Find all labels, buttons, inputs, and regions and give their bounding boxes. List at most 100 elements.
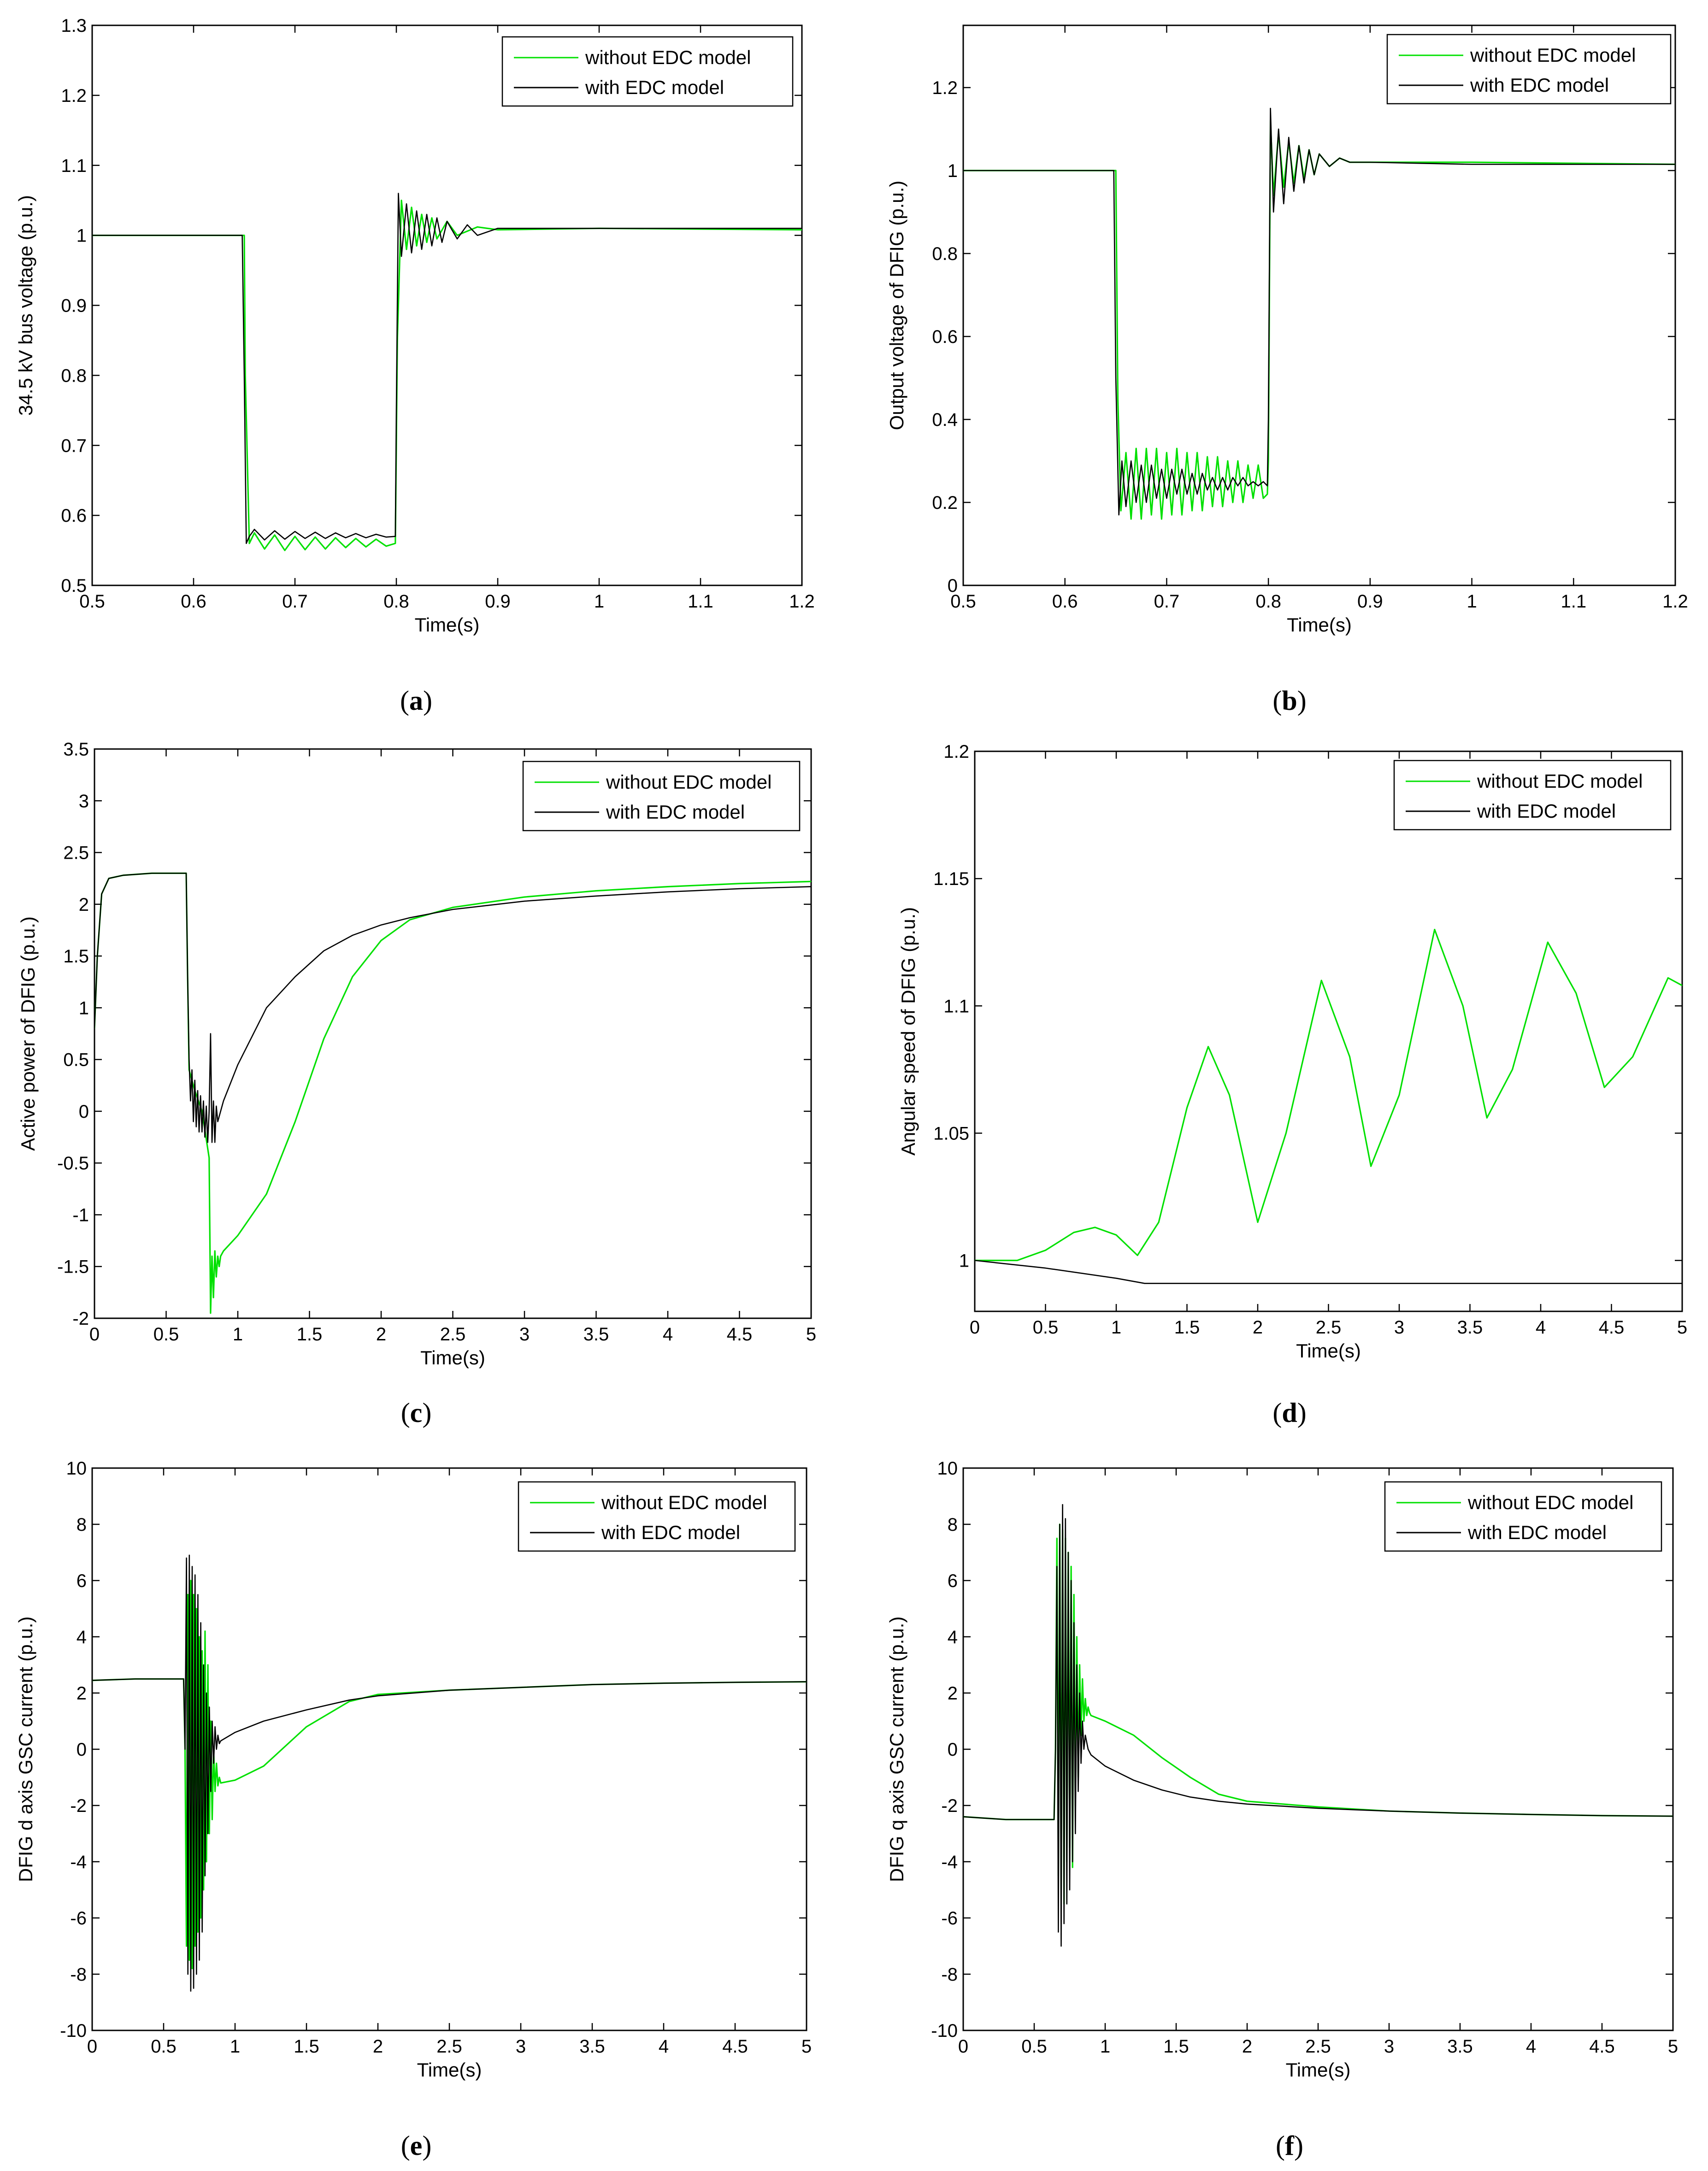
x-tick-label: 3.5: [579, 2036, 605, 2057]
y-tick-label: 1.1: [943, 996, 969, 1016]
x-tick-label: 0.5: [151, 2036, 177, 2057]
x-tick-label: 2.5: [1316, 1317, 1342, 1338]
y-tick-label: 0.6: [932, 327, 958, 347]
x-tick-label: 1: [1467, 591, 1477, 612]
panel-caption-letter: d: [1282, 1398, 1297, 1428]
x-tick-label: 5: [806, 1324, 816, 1345]
y-tick-label: -2: [72, 1309, 89, 1329]
panel-caption-close: ): [423, 685, 432, 716]
panel-caption-letter: c: [410, 1398, 423, 1428]
series-group: [975, 928, 1682, 1284]
y-tick-label: 0: [77, 1740, 87, 1760]
y-tick-label: 1: [948, 161, 958, 181]
x-tick-label: 2: [1253, 1317, 1263, 1338]
x-tick-label: 0: [958, 2036, 968, 2057]
x-tick-label: 5: [801, 2036, 812, 2057]
y-axis-label: 34.5 kV bus voltage (p.u.): [15, 195, 36, 416]
legend-label-with-edc: with EDC model: [601, 1522, 740, 1543]
y-axis-label: DFIG d axis GSC current (p.u.): [15, 1616, 36, 1882]
legend-box: [522, 761, 801, 832]
y-tick-label: -1.5: [57, 1257, 89, 1277]
y-axis-label: Output voltage of DFIG (p.u.): [886, 181, 907, 431]
y-tick-label: 3.5: [63, 739, 89, 760]
panel-caption-close: ): [1294, 2130, 1303, 2161]
series-group: [92, 1554, 807, 1992]
x-tick-label: 3.5: [583, 1324, 609, 1345]
plot-area: [962, 24, 1676, 586]
series-line-with-edc: [92, 1554, 807, 1992]
y-tick-label: 3: [79, 791, 89, 811]
panel-caption: (f): [1276, 2130, 1303, 2161]
x-tick-label: 0.8: [383, 591, 409, 612]
x-tick-label: 1: [233, 1324, 243, 1345]
legend-label-with-edc: with EDC model: [606, 801, 745, 823]
panel-caption: (c): [401, 1398, 432, 1428]
panel-caption: (b): [1272, 685, 1306, 716]
y-tick-label: 6: [77, 1571, 87, 1591]
y-tick-label: 1.5: [63, 946, 89, 967]
x-tick-label: 1.2: [1662, 591, 1688, 612]
y-tick-label: 0.6: [61, 506, 87, 526]
panel-caption-letter: e: [410, 2130, 423, 2161]
y-tick-label: 10: [937, 1458, 958, 1479]
x-axis-label: Time(s): [415, 614, 480, 636]
x-tick-label: 1.1: [1561, 591, 1586, 612]
legend-label-with-edc: with EDC model: [1470, 74, 1609, 96]
y-tick-label: 1.3: [61, 16, 87, 36]
y-tick-label: -1: [72, 1205, 89, 1225]
series-line-with-edc: [94, 873, 811, 1143]
x-tick-label: 1.2: [789, 591, 815, 612]
series-group: [94, 872, 811, 1314]
y-tick-label: 0: [948, 1740, 958, 1760]
legend-label-without-edc: without EDC model: [606, 771, 772, 793]
x-tick-label: 4: [1526, 2036, 1536, 2057]
x-tick-label: 0.5: [79, 591, 105, 612]
legend-label-without-edc: without EDC model: [585, 47, 751, 68]
legend-box: [1384, 1481, 1662, 1552]
y-tick-label: 8: [77, 1515, 87, 1535]
x-tick-label: 2: [373, 2036, 383, 2057]
legend-label-without-edc: without EDC model: [1470, 44, 1636, 66]
x-tick-label: 3.5: [1457, 1317, 1483, 1338]
x-tick-label: 0: [89, 1324, 100, 1345]
y-tick-label: -8: [70, 1965, 87, 1985]
plot-area: [974, 750, 1683, 1312]
x-tick-label: 1.1: [688, 591, 713, 612]
y-tick-label: -4: [70, 1852, 87, 1872]
y-tick-label: -0.5: [57, 1153, 89, 1174]
x-tick-label: 1: [1100, 2036, 1110, 2057]
y-tick-label: 10: [66, 1458, 87, 1479]
y-tick-label: 0.7: [61, 436, 87, 456]
panel-caption-close: ): [422, 2130, 431, 2161]
x-tick-label: 4.5: [1589, 2036, 1615, 2057]
plot-area: [91, 24, 803, 586]
panel-caption-letter: f: [1285, 2130, 1295, 2161]
y-tick-label: 1.05: [933, 1123, 969, 1144]
panel-caption-close: ): [422, 1398, 431, 1428]
y-tick-label: 1.15: [933, 869, 969, 889]
legend-box: [1393, 760, 1672, 831]
x-tick-label: 3: [519, 1324, 530, 1345]
y-tick-label: 2: [77, 1683, 87, 1704]
panel-caption: (a): [400, 685, 432, 716]
x-tick-label: 0: [87, 2036, 97, 2057]
x-tick-label: 0.5: [1021, 2036, 1047, 2057]
chart-panel-a: 0.5 0.6 0.7 0.8 0.9 1 1.1 1.2 0.5 0.6 0.7 0.8 0.9 1 1.…: [15, 16, 815, 716]
y-tick-label: 1.1: [61, 156, 87, 176]
x-tick-label: 1: [1111, 1317, 1121, 1338]
x-tick-label: 4: [1536, 1317, 1546, 1338]
legend-box: [501, 36, 794, 107]
x-tick-label: 1: [594, 591, 604, 612]
x-tick-label: 0.5: [1033, 1317, 1059, 1338]
panel-caption-close: ): [1297, 1398, 1307, 1428]
chart-panel-b: 0.5 0.6 0.7 0.8 0.9 1 1.1 1.2 0 0.2 0.4 0.6 0.8 1 1.2 T…: [886, 24, 1688, 716]
y-axis-label: Active power of DFIG (p.u.): [17, 916, 39, 1151]
x-tick-label: 4.5: [722, 2036, 748, 2057]
legend-label-with-edc: with EDC model: [585, 77, 724, 98]
y-tick-label: 2: [948, 1683, 958, 1704]
x-tick-label: 0.9: [485, 591, 511, 612]
y-tick-label: 0.5: [63, 1050, 89, 1070]
x-axis-label: Time(s): [417, 2059, 482, 2081]
panel-caption: (e): [401, 2130, 432, 2161]
